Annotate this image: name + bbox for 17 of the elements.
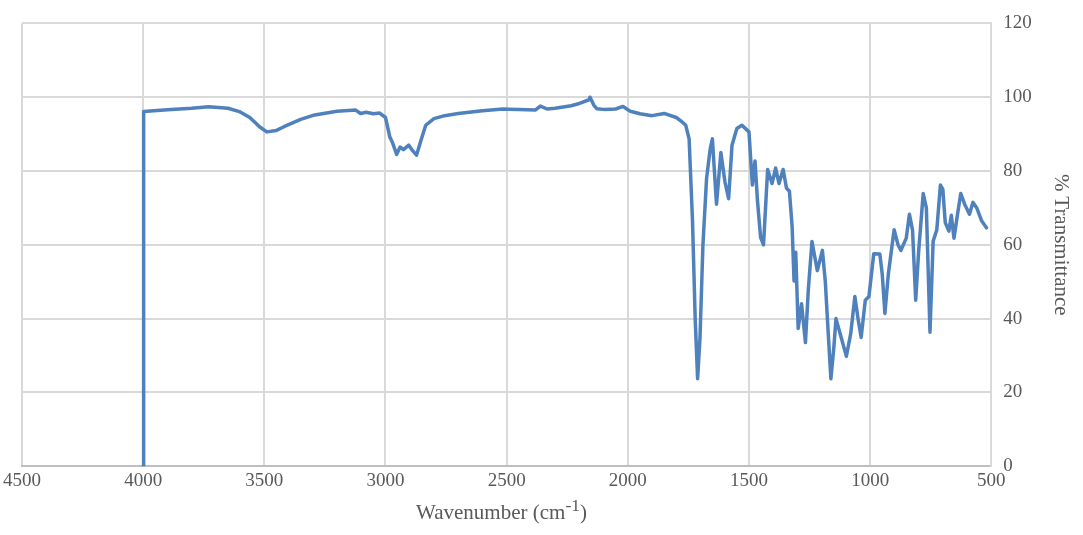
y-tick-label: 0 xyxy=(1003,454,1013,476)
x-tick-label: 1000 xyxy=(851,468,890,490)
x-tick-label: 2500 xyxy=(487,468,526,490)
x-axis-title: Wavenumber (cm$^{-1}$) xyxy=(415,495,588,525)
y-axis-title: % Transmittance xyxy=(1049,173,1074,316)
y-tick-label: 20 xyxy=(1003,380,1023,402)
x-tick-label: 3500 xyxy=(245,468,284,490)
y-tick-label: 40 xyxy=(1003,306,1023,328)
x-tick-label: 4000 xyxy=(124,468,163,490)
x-tick-label: 4500 xyxy=(3,468,41,490)
y-tick-label: 120 xyxy=(1003,11,1032,33)
x-tick-label: 2000 xyxy=(608,468,647,490)
x-tick-label: 3000 xyxy=(366,468,405,490)
x-tick-label: 1500 xyxy=(729,468,768,490)
y-tick-label: 80 xyxy=(1003,158,1023,180)
y-tick-label: 100 xyxy=(1003,85,1032,107)
y-tick-label: 60 xyxy=(1003,232,1023,254)
